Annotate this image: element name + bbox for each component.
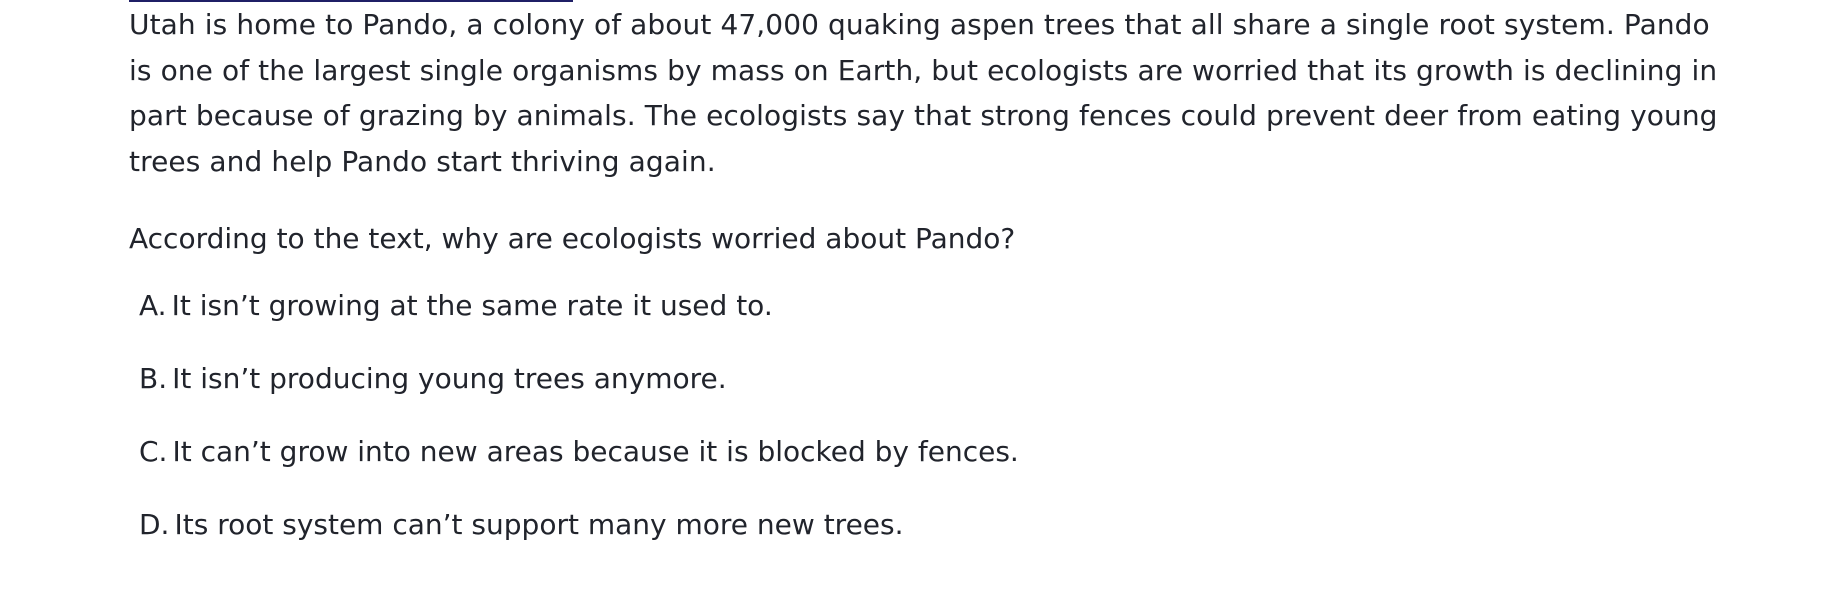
choice-a[interactable]: A. It isn’t growing at the same rate it …	[139, 275, 783, 335]
choice-d-text: Its root system can’t support many more …	[174, 507, 904, 541]
choice-b-text: It isn’t producing young trees anymore.	[172, 361, 727, 395]
choice-a-letter: A.	[139, 288, 167, 322]
choice-c-letter: C.	[139, 434, 168, 468]
choice-b-letter: B.	[139, 361, 168, 395]
choice-c-text: It can’t grow into new areas because it …	[172, 434, 1019, 468]
choice-d[interactable]: D. Its root system can’t support many mo…	[139, 494, 914, 554]
choice-a-text: It isn’t growing at the same rate it use…	[171, 288, 773, 322]
passage-top-rule	[129, 0, 573, 2]
choice-c[interactable]: C. It can’t grow into new areas because …	[139, 421, 1029, 481]
choice-b[interactable]: B. It isn’t producing young trees anymor…	[139, 348, 737, 408]
question-prompt: According to the text, why are ecologist…	[129, 222, 1016, 255]
question-content: Utah is home to Pando, a colony of about…	[129, 0, 1729, 541]
choice-d-letter: D.	[139, 507, 170, 541]
passage-text: Utah is home to Pando, a colony of about…	[129, 8, 1718, 178]
